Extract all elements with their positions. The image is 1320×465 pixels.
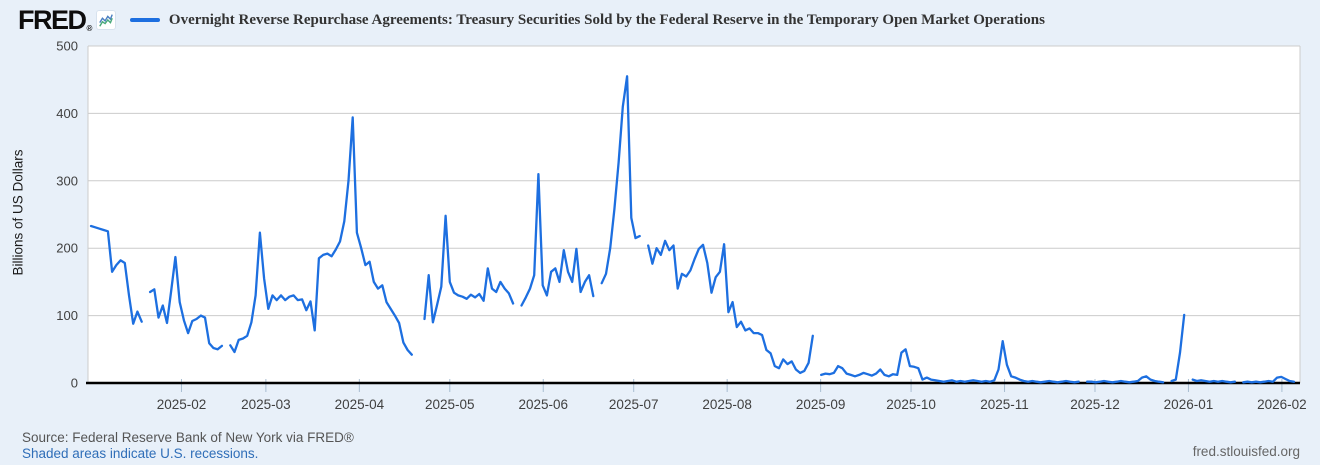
svg-text:2025-08: 2025-08 [702, 397, 752, 412]
svg-text:500: 500 [56, 39, 78, 54]
svg-text:2025-05: 2025-05 [425, 397, 475, 412]
svg-text:2025-09: 2025-09 [796, 397, 846, 412]
series-legend-swatch [129, 18, 160, 22]
svg-text:300: 300 [56, 173, 78, 188]
svg-text:2026-02: 2026-02 [1257, 397, 1307, 412]
fred-registered-mark: ® [86, 23, 93, 33]
fred-chart-icon [95, 10, 116, 30]
source-note: Source: Federal Reserve Bank of New York… [22, 430, 354, 445]
svg-text:400: 400 [56, 106, 78, 121]
svg-text:2025-06: 2025-06 [518, 397, 568, 412]
svg-text:2025-03: 2025-03 [241, 397, 291, 412]
y-axis-title: Billions of US Dollars [10, 149, 26, 276]
svg-text:2025-02: 2025-02 [157, 397, 207, 412]
svg-text:100: 100 [56, 308, 78, 323]
svg-text:2025-10: 2025-10 [886, 397, 936, 412]
fred-logo[interactable]: FRED ® [18, 4, 93, 35]
y-axis-labels: 0 100 200 300 400 500 [56, 39, 78, 391]
x-axis-labels: 2025-02 2025-03 2025-04 2025-05 2025-06 2025-… [157, 397, 1307, 412]
x-tick-marks [180, 379, 1283, 392]
svg-text:2025-07: 2025-07 [609, 397, 659, 412]
recession-note-link[interactable]: Shaded areas indicate U.S. recessions. [22, 446, 259, 461]
svg-text:2025-12: 2025-12 [1070, 397, 1120, 412]
series-legend-label: Overnight Reverse Repurchase Agreements:… [168, 11, 1045, 28]
fred-logo-text: FRED [18, 4, 87, 35]
chart-header: FRED ® Overnight Reverse Repurchase Agre… [18, 5, 1045, 35]
gridlines [87, 45, 1301, 383]
svg-text:2026-01: 2026-01 [1164, 397, 1214, 412]
svg-text:200: 200 [56, 241, 78, 256]
svg-text:2025-04: 2025-04 [335, 397, 385, 412]
svg-text:0: 0 [71, 376, 78, 391]
svg-text:2025-11: 2025-11 [980, 397, 1029, 412]
plot-area [88, 46, 1300, 383]
fred-site-url: fred.stlouisfed.org [1192, 444, 1300, 459]
series-line [89, 75, 1296, 384]
